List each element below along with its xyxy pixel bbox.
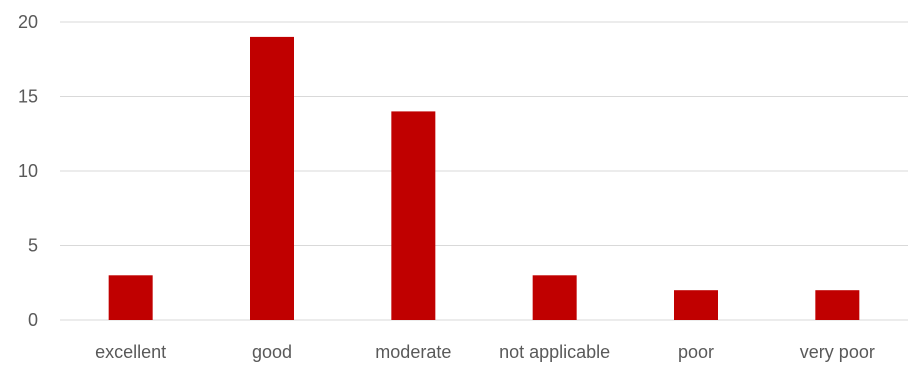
bar-poor (674, 290, 718, 320)
x-axis-labels: excellent good moderate not applicable poor v… (95, 342, 875, 362)
x-tick-label: not applicable (499, 342, 610, 362)
x-tick-label: moderate (375, 342, 451, 362)
y-axis-ticks: 0 5 10 15 20 (18, 12, 38, 330)
y-tick-label: 10 (18, 161, 38, 181)
gridlines (60, 21, 908, 321)
x-tick-label: excellent (95, 342, 166, 362)
y-tick-label: 15 (18, 87, 38, 107)
x-tick-label: good (252, 342, 292, 362)
bar-excellent (108, 275, 153, 320)
y-tick-label: 20 (18, 12, 38, 32)
bars (108, 36, 860, 321)
y-tick-label: 0 (28, 310, 38, 330)
y-tick-label: 5 (28, 236, 38, 256)
bar-good (250, 36, 294, 321)
x-tick-label: very poor (800, 342, 875, 362)
bar-not-applicable (532, 275, 577, 320)
bar-very-poor (815, 290, 860, 320)
bar-moderate (391, 111, 436, 321)
x-tick-label: poor (678, 342, 714, 362)
